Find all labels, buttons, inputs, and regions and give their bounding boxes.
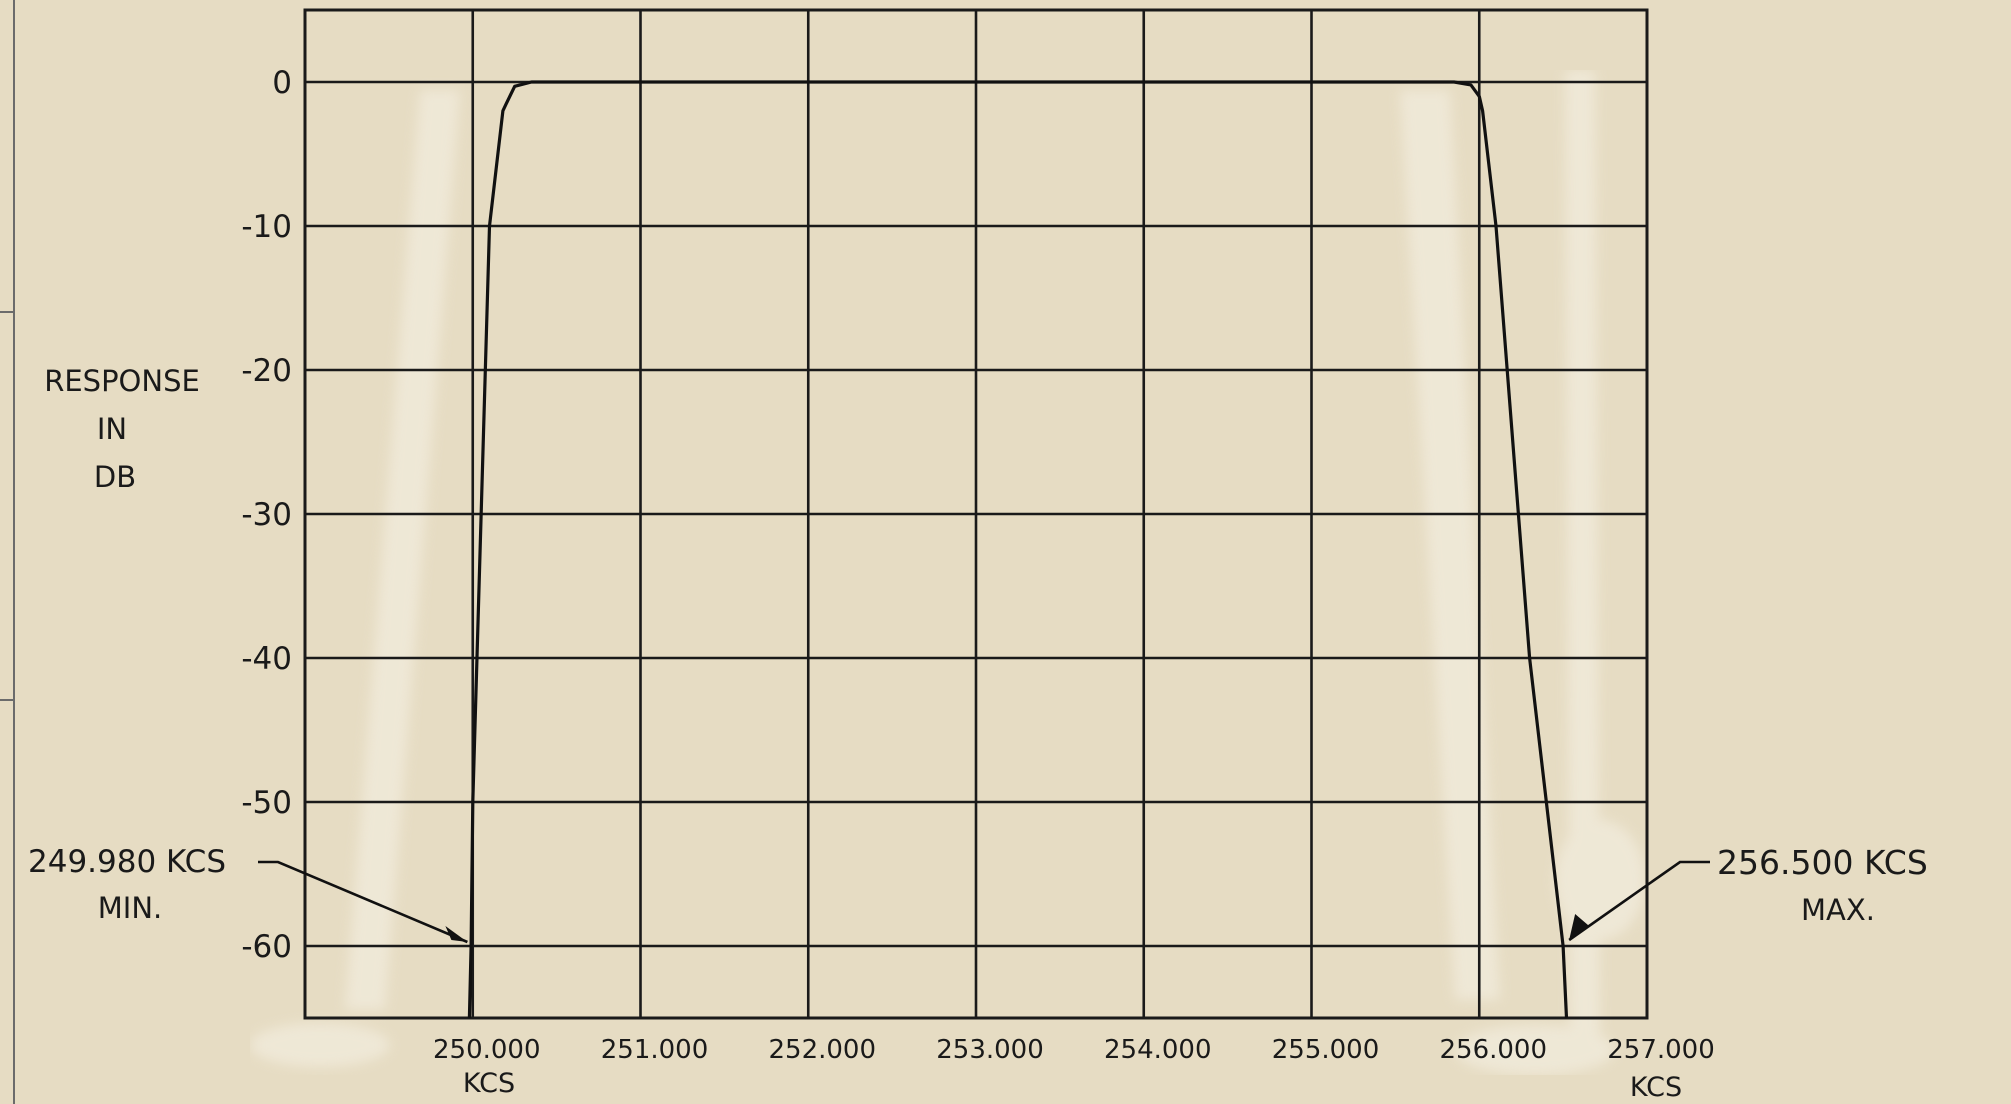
y-axis-label-line-1: RESPONSE xyxy=(44,364,200,398)
arrow-max-head xyxy=(1569,914,1590,940)
annotation-max-value: 256.500 KCS xyxy=(1717,843,1928,882)
annotation-arrows xyxy=(258,860,1710,944)
y-tick-label: -50 xyxy=(241,785,292,821)
y-tick-labels: 0 -10 -20 -30 -40 -50 -60 xyxy=(241,65,292,965)
y-tick-label: -40 xyxy=(241,641,292,677)
x-tick-label: 250.000 xyxy=(433,1035,541,1065)
x-unit-label-right: KCS xyxy=(1630,1072,1682,1103)
arrow-max-line xyxy=(1568,860,1710,942)
response-curve-line xyxy=(467,80,1569,1019)
x-tick-label: 256.000 xyxy=(1439,1035,1547,1065)
annotation-min-value: 249.980 KCS xyxy=(28,844,226,880)
response-curve xyxy=(467,80,1569,1019)
x-unit-label-left: KCS xyxy=(463,1068,515,1099)
y-axis-label-line-2: IN xyxy=(97,412,127,446)
binding-edge xyxy=(0,0,15,1104)
x-tick-label: 252.000 xyxy=(768,1035,876,1065)
y-tick-label: -30 xyxy=(241,497,292,533)
y-axis-label-line-3: DB xyxy=(94,460,136,494)
y-tick-label: -20 xyxy=(241,353,292,389)
y-tick-label: 0 xyxy=(272,65,292,101)
y-tick-label: -60 xyxy=(241,929,292,965)
arrow-min-line xyxy=(258,860,468,944)
x-tick-label: 251.000 xyxy=(601,1035,709,1065)
x-tick-labels: 250.000 251.000 252.000 253.000 254.000 255.0… xyxy=(433,1035,1715,1065)
x-tick-label: 257.000 xyxy=(1607,1035,1715,1065)
annotation-min-label: MIN. xyxy=(98,891,163,925)
x-tick-label: 255.000 xyxy=(1272,1035,1380,1065)
y-tick-label: -10 xyxy=(241,209,292,245)
annotation-max-label: MAX. xyxy=(1801,893,1875,927)
arrow-min-head xyxy=(445,926,468,942)
x-tick-label: 253.000 xyxy=(936,1035,1044,1065)
paper-stains xyxy=(250,70,1645,1075)
x-tick-label: 254.000 xyxy=(1104,1035,1212,1065)
